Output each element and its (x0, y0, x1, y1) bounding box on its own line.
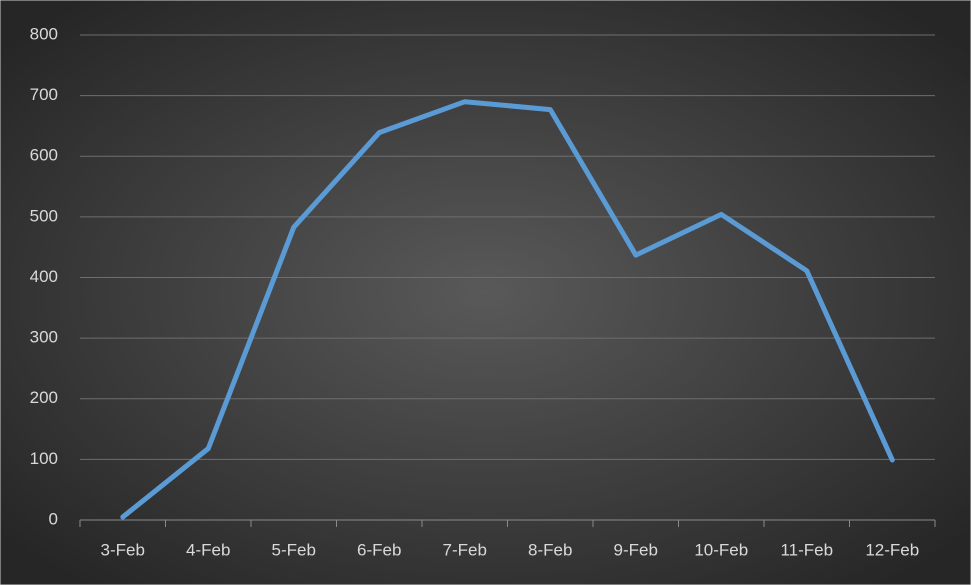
y-tick-label: 0 (49, 509, 58, 528)
x-tick-label: 12-Feb (865, 540, 919, 559)
y-tick-label: 700 (30, 85, 58, 104)
x-tick-label: 7-Feb (443, 540, 487, 559)
y-tick-label: 800 (30, 24, 58, 43)
y-tick-label: 300 (30, 328, 58, 347)
x-tick-label: 8-Feb (528, 540, 572, 559)
x-tick-label: 4-Feb (186, 540, 230, 559)
grid: 0 100 200 300 400 500 600 700 800 (30, 24, 935, 528)
y-tick-label: 200 (30, 388, 58, 407)
plot (120, 99, 895, 520)
x-tick-label: 10-Feb (694, 540, 748, 559)
data-line (120, 99, 895, 520)
x-tick-label: 11-Feb (780, 540, 833, 559)
x-tick-label: 3-Feb (101, 540, 145, 559)
x-tick-label: 9-Feb (614, 540, 658, 559)
y-tick-label: 100 (30, 449, 58, 468)
x-tick-label: 5-Feb (272, 540, 316, 559)
y-tick-label: 600 (30, 146, 58, 165)
x-axis: 3-Feb 4-Feb 5-Feb 6-Feb 7-Feb 8-Feb 9-Feb 10-Fe… (79, 519, 936, 559)
y-tick-label: 500 (30, 206, 58, 225)
y-tick-label: 400 (30, 267, 58, 286)
x-tick-label: 6-Feb (357, 540, 401, 559)
